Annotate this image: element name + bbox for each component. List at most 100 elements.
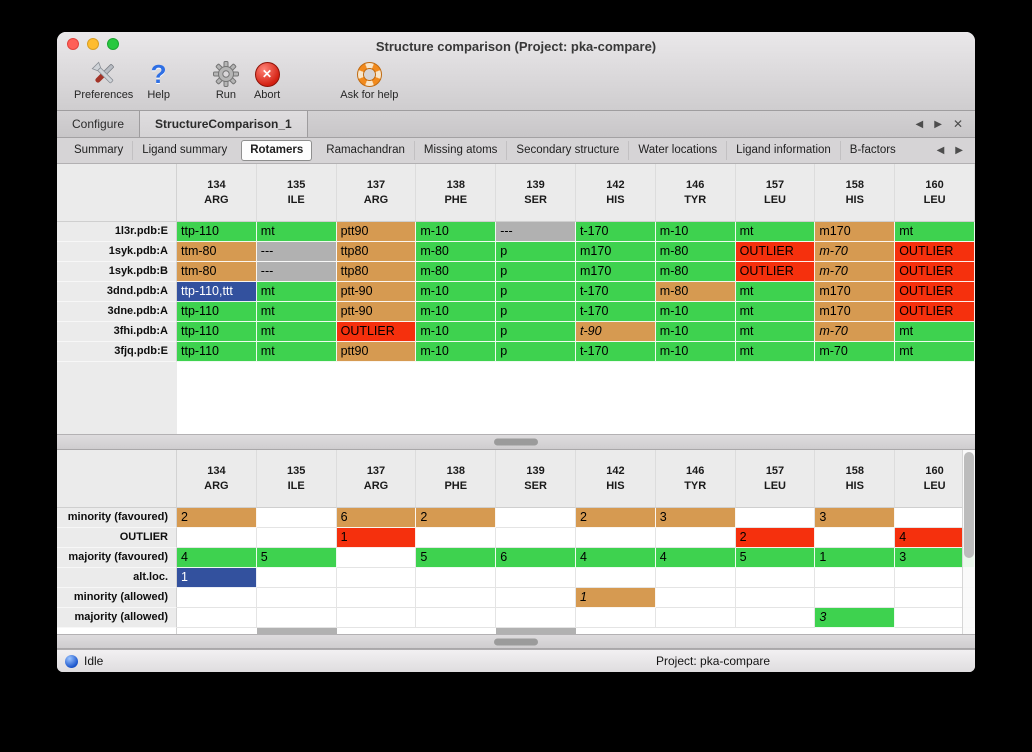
rotamer-cell[interactable]: m170 <box>576 262 656 282</box>
rotamer-cell[interactable]: mt <box>735 302 816 322</box>
tab-scroll-left-icon[interactable]: ◀ <box>915 118 924 130</box>
rotamer-cell[interactable]: m170 <box>576 242 656 262</box>
rotamer-cell[interactable]: m-70 <box>815 242 896 262</box>
rotamer-cell[interactable]: m-80 <box>655 242 736 262</box>
rotamer-cell[interactable]: ttp-110,ttt <box>177 282 257 302</box>
rotamer-cell[interactable]: t-90 <box>576 322 656 342</box>
help-button[interactable]: ? Help <box>140 58 177 108</box>
rotamer-cell[interactable]: ttp-110 <box>177 322 257 342</box>
rotamer-cell[interactable]: ttp80 <box>336 242 417 262</box>
subtab-rotamers[interactable]: Rotamers <box>241 140 313 161</box>
rotamer-cell[interactable]: mt <box>256 222 337 242</box>
run-button[interactable]: Run <box>205 58 247 108</box>
rotamer-cell[interactable]: mt <box>735 322 816 342</box>
rotamer-cell[interactable]: m170 <box>815 222 896 242</box>
rotamer-cell[interactable]: p <box>496 262 576 282</box>
rotamer-cell[interactable]: m-10 <box>416 302 497 322</box>
rotamer-cell[interactable]: ttp-110 <box>177 302 257 322</box>
rotamer-cell[interactable]: m-80 <box>416 262 497 282</box>
rotamer-cell[interactable]: p <box>496 302 576 322</box>
rotamer-cell[interactable]: OUTLIER <box>336 322 417 342</box>
rotamer-cell[interactable]: m-10 <box>416 282 497 302</box>
rotamer-cell[interactable]: mt <box>256 302 337 322</box>
tab-configure[interactable]: Configure <box>72 117 125 131</box>
rotamer-cell[interactable]: p <box>496 242 576 262</box>
rotamer-cell[interactable]: p <box>496 342 576 362</box>
rotamer-cell[interactable]: ptt-90 <box>336 302 417 322</box>
rotamer-cell[interactable]: mt <box>735 282 816 302</box>
rotamer-cell[interactable]: OUTLIER <box>895 242 975 262</box>
rotamer-cell[interactable]: m-80 <box>416 242 497 262</box>
subtab-ramachandran[interactable]: Ramachandran <box>326 144 405 156</box>
rotamer-cell[interactable]: p <box>496 322 576 342</box>
rotamer-cell[interactable]: m-70 <box>815 262 896 282</box>
rotamer-cell[interactable]: p <box>496 282 576 302</box>
rotamer-cell[interactable]: m-10 <box>416 222 497 242</box>
rotamer-cell[interactable]: OUTLIER <box>895 262 975 282</box>
tab-scroll-right-icon[interactable]: ▶ <box>934 118 942 130</box>
vertical-scrollbar[interactable] <box>962 450 975 634</box>
zoom-window-button[interactable] <box>107 38 119 50</box>
rotamer-cell[interactable]: OUTLIER <box>895 302 975 322</box>
bottom-scrollbar-handle[interactable] <box>494 638 538 645</box>
abort-button[interactable]: ✕ Abort <box>247 58 287 108</box>
rotamer-cell[interactable]: m-10 <box>655 302 736 322</box>
bottom-scrollbar[interactable] <box>57 634 975 649</box>
rotamer-cell[interactable]: OUTLIER <box>895 282 975 302</box>
rotamer-cell[interactable]: t-170 <box>576 282 656 302</box>
subtab-scroll-left-icon[interactable]: ◀ <box>936 145 945 156</box>
splitter-handle[interactable] <box>494 438 538 446</box>
minimize-window-button[interactable] <box>87 38 99 50</box>
subtab-ligand-summary[interactable]: Ligand summary <box>132 141 236 160</box>
rotamer-cell[interactable]: ptt90 <box>336 222 417 242</box>
rotamer-cell[interactable]: ptt90 <box>336 342 417 362</box>
subtab-ligand-information[interactable]: Ligand information <box>726 141 840 160</box>
subtab-summary[interactable]: Summary <box>74 144 124 156</box>
rotamer-cell[interactable]: ptt-90 <box>336 282 417 302</box>
rotamer-cell[interactable]: mt <box>895 322 975 342</box>
rotamer-cell[interactable]: ttm-80 <box>177 242 257 262</box>
rotamer-cell[interactable]: OUTLIER <box>735 262 816 282</box>
vertical-scrollbar-thumb[interactable] <box>964 452 974 558</box>
rotamer-cell[interactable]: m-10 <box>655 342 736 362</box>
rotamer-cell[interactable]: --- <box>256 262 337 282</box>
rotamer-cell[interactable]: ttp-110 <box>177 222 257 242</box>
rotamer-cell[interactable]: m-80 <box>655 282 736 302</box>
rotamer-cell[interactable]: t-170 <box>576 342 656 362</box>
rotamer-cell[interactable]: --- <box>496 222 576 242</box>
rotamer-cell[interactable]: t-170 <box>576 222 656 242</box>
rotamer-cell[interactable]: mt <box>256 342 337 362</box>
rotamer-cell[interactable]: ttm-80 <box>177 262 257 282</box>
tab-structurecomparison-1[interactable]: StructureComparison_1 <box>139 111 308 137</box>
rotamer-cell[interactable]: ttp80 <box>336 262 417 282</box>
rotamer-cell[interactable]: m-10 <box>416 342 497 362</box>
subtab-b-factors[interactable]: B-factors <box>839 141 905 160</box>
rotamer-cell[interactable]: OUTLIER <box>735 242 816 262</box>
subtab-missing-atoms[interactable]: Missing atoms <box>413 141 507 160</box>
subtab-scroll-right-icon[interactable]: ▶ <box>955 145 963 156</box>
rotamer-cell[interactable]: m-70 <box>815 322 896 342</box>
ask-for-help-button[interactable]: Ask for help <box>333 58 405 108</box>
subtab-secondary-structure[interactable]: Secondary structure <box>506 141 628 160</box>
rotamer-cell[interactable]: --- <box>256 242 337 262</box>
rotamer-cell[interactable]: mt <box>735 342 816 362</box>
rotamer-cell[interactable]: ttp-110 <box>177 342 257 362</box>
rotamer-cell[interactable]: m-10 <box>416 322 497 342</box>
rotamer-cell[interactable]: mt <box>895 222 975 242</box>
rotamer-cell[interactable]: m170 <box>815 302 896 322</box>
rotamer-cell[interactable]: m-70 <box>815 342 896 362</box>
rotamer-cell[interactable]: t-170 <box>576 302 656 322</box>
preferences-button[interactable]: Preferences <box>67 58 140 108</box>
rotamer-cell[interactable]: mt <box>256 322 337 342</box>
pane-splitter[interactable] <box>57 434 975 450</box>
rotamer-cell[interactable]: m-10 <box>655 222 736 242</box>
rotamer-cell[interactable]: mt <box>735 222 816 242</box>
subtab-water-locations[interactable]: Water locations <box>628 141 726 160</box>
rotamer-cell[interactable]: mt <box>895 342 975 362</box>
rotamer-cell[interactable]: m-10 <box>655 322 736 342</box>
rotamer-cell[interactable]: m-80 <box>655 262 736 282</box>
close-window-button[interactable] <box>67 38 79 50</box>
rotamer-cell[interactable]: mt <box>256 282 337 302</box>
rotamer-cell[interactable]: m170 <box>815 282 896 302</box>
tab-close-icon[interactable]: ✕ <box>952 117 963 131</box>
